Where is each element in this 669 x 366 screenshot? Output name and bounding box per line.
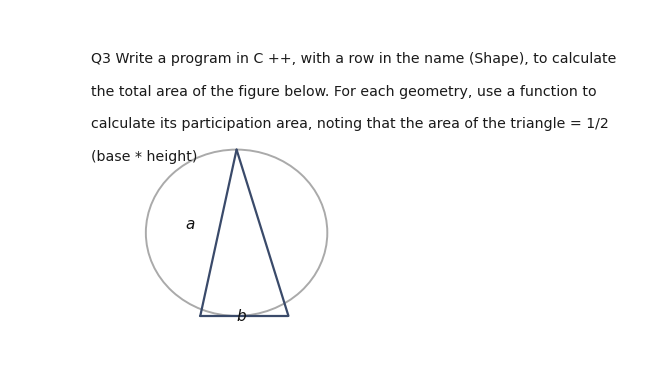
Text: b: b (237, 309, 247, 324)
Text: (base * height): (base * height) (92, 150, 198, 164)
Text: a: a (185, 217, 195, 232)
Text: the total area of the figure below. For each geometry, use a function to: the total area of the figure below. For … (92, 85, 597, 99)
Text: calculate its participation area, noting that the area of the triangle = 1/2: calculate its participation area, noting… (92, 117, 609, 131)
Text: Q3 Write a program in C ++, with a row in the name (Shape), to calculate: Q3 Write a program in C ++, with a row i… (92, 52, 617, 66)
